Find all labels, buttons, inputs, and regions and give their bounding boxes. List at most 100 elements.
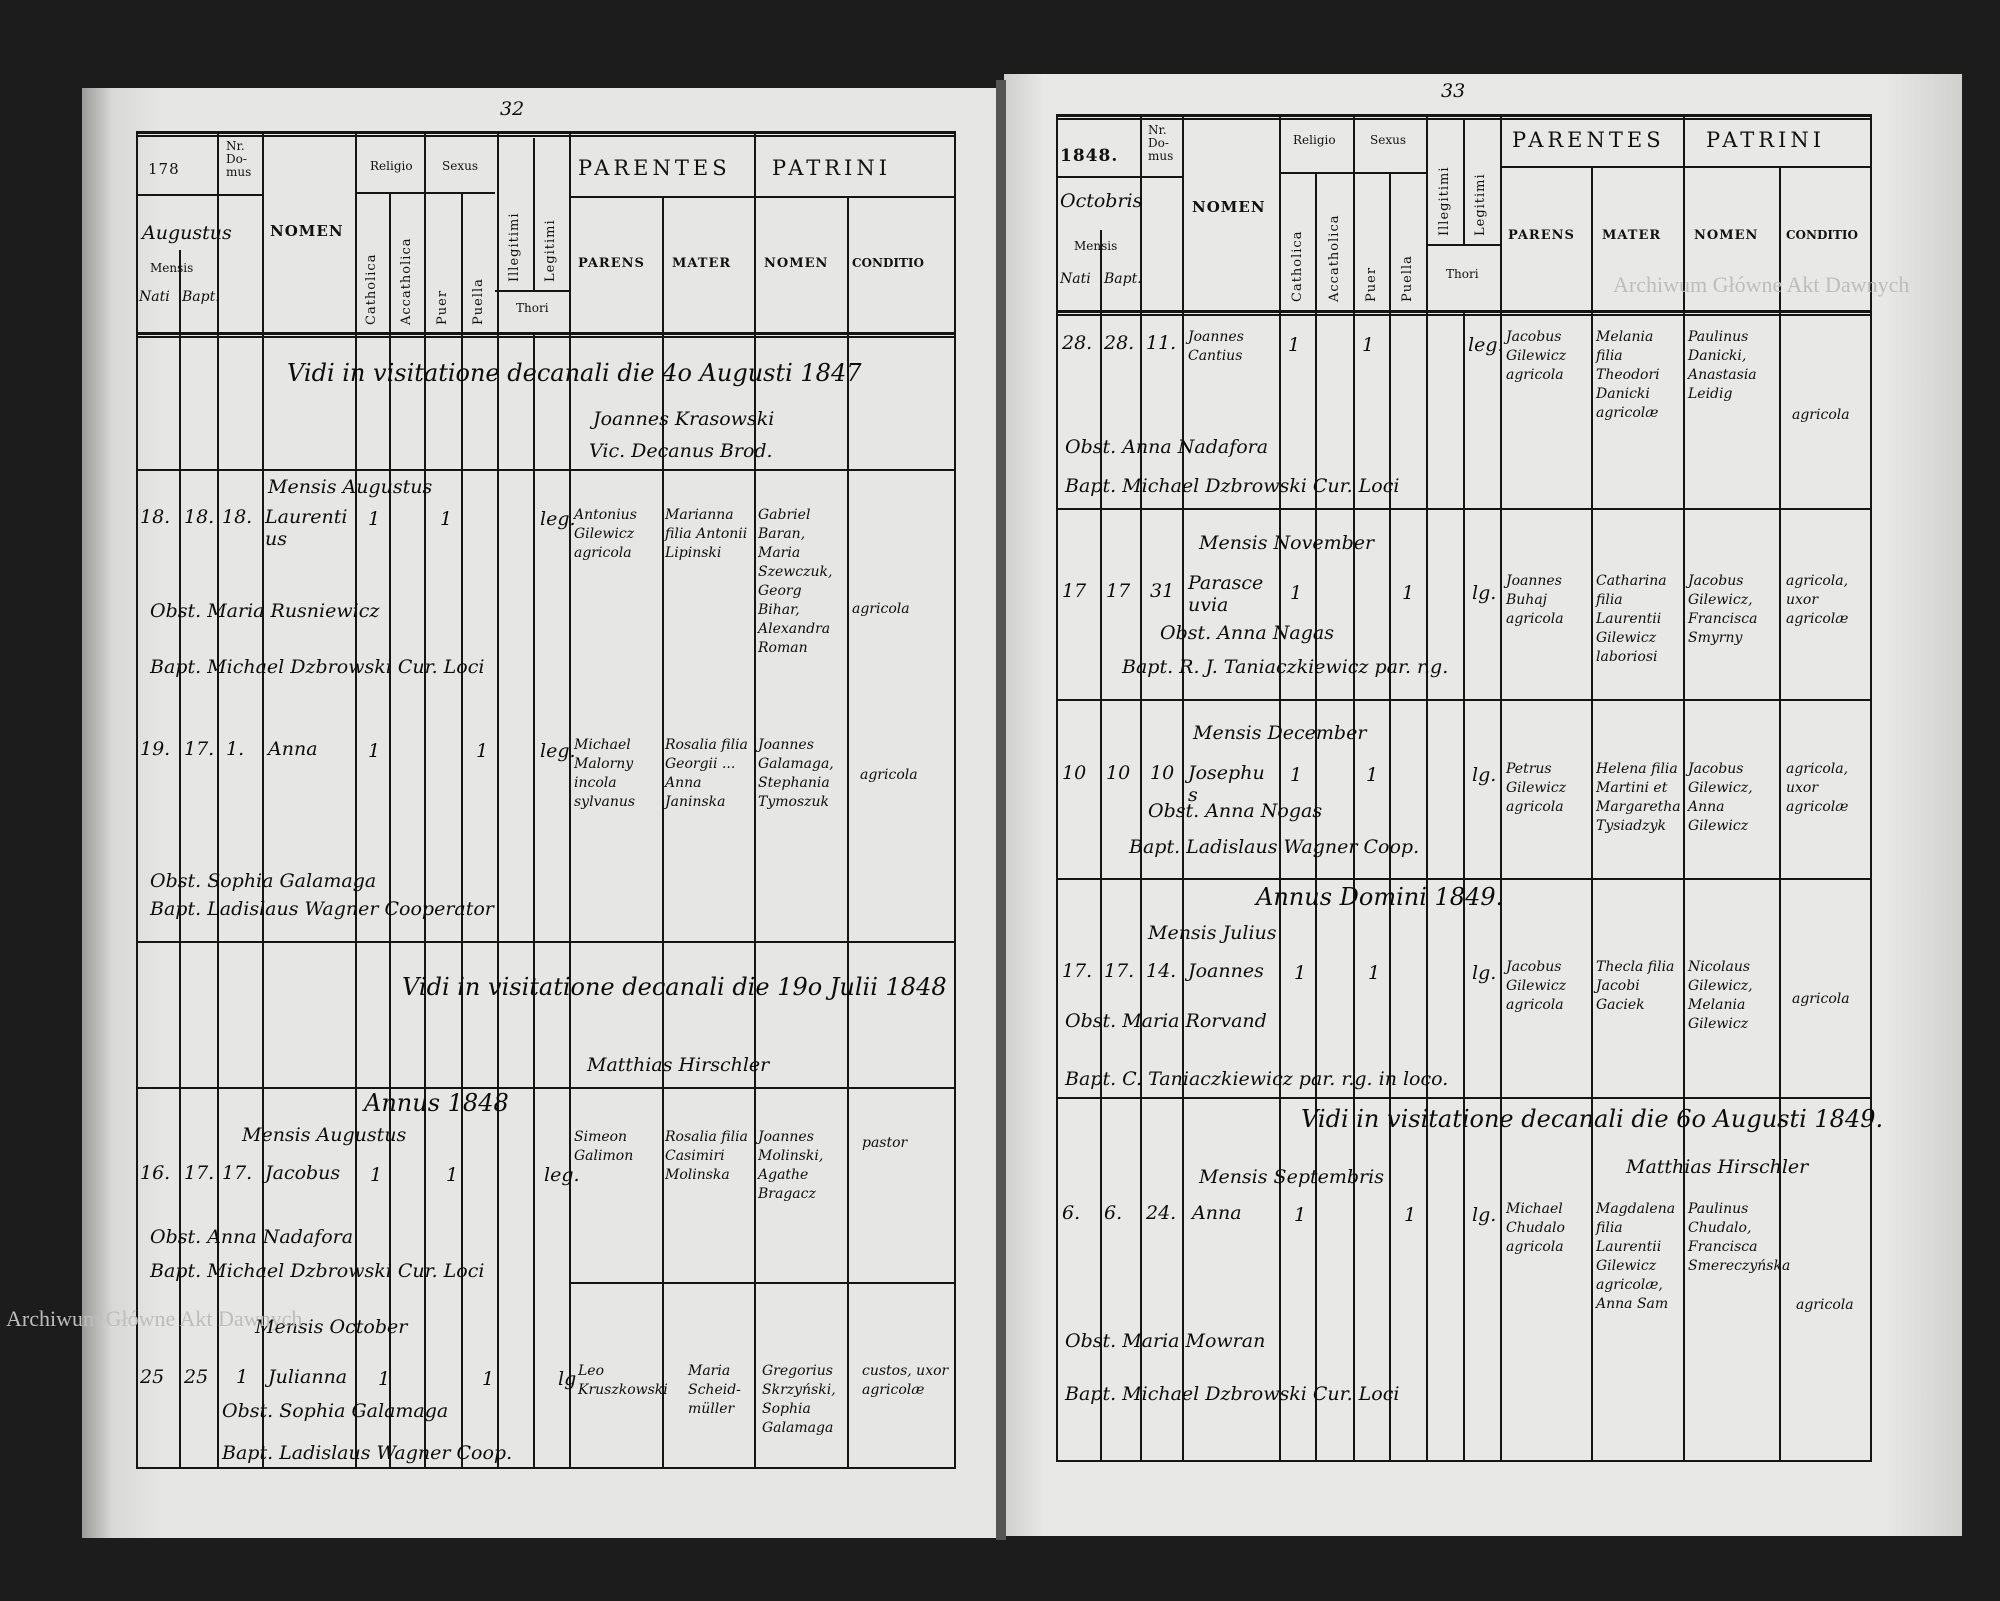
entry-catholica: 1 — [1290, 764, 1303, 786]
month-heading: Mensis Augustus — [242, 1124, 407, 1146]
visitation-signature-title: Vic. Decanus Brod. — [589, 440, 773, 462]
entry-bapt: 17. — [184, 738, 215, 760]
entry-patrini: Paulinus Chudalo, Francisca Smereczyńska — [1688, 1201, 1791, 1274]
entry-bapt: 17 — [1106, 580, 1131, 602]
entry-domus: 17. — [222, 1162, 253, 1184]
table-rule — [754, 131, 756, 1469]
entry-obstetrix: Obst. Sophia Galamaga — [150, 870, 377, 892]
table-rule — [1315, 172, 1317, 1462]
header-thori: Thori — [1446, 267, 1479, 281]
header-legitimi: Legitimi — [1473, 173, 1488, 236]
header-religio: Religio — [370, 159, 413, 173]
entry-patrini: Nicolaus Gilewicz, Melania Gilewicz — [1688, 959, 1753, 1032]
header-patrini-nomen: NOMEN — [1694, 228, 1759, 243]
table-rule — [1779, 168, 1781, 1462]
entry-conditio: agricola — [852, 601, 910, 617]
header-nomen: NOMEN — [1192, 198, 1266, 216]
header-parens: PARENS — [1508, 228, 1575, 243]
entry-nati: 25 — [140, 1366, 165, 1388]
entry-mater: Catharina filia Laurentii Gilewicz labor… — [1596, 573, 1667, 665]
entry-bapt: 6. — [1104, 1202, 1123, 1224]
entry-mater: Marianna filia Antonii Lipinski — [665, 507, 748, 561]
entry-catholica: 1 — [368, 508, 381, 530]
entry-baptizans: Bapt. Michael Dzbrowski Cur. Loci — [150, 1260, 485, 1282]
entry-patrini: Gregorius Skrzyński, Sophia Galamaga — [762, 1363, 836, 1436]
table-rule — [1140, 114, 1142, 1462]
entry-legitimi: leg. — [540, 740, 576, 762]
table-rule — [1056, 114, 1058, 1462]
entry-catholica: 1 — [370, 1164, 383, 1186]
entry-nati: 17. — [1062, 960, 1093, 982]
entry-domus: 1 — [236, 1366, 249, 1388]
entry-domus: 10 — [1150, 762, 1175, 784]
visitation-note: Vidi in visitatione decanali die 4o Augu… — [287, 359, 862, 387]
entry-baptizans: Bapt. Ladislaus Wagner Coop. — [222, 1442, 513, 1464]
table-rule — [1870, 114, 1872, 1462]
entry-legitimi: lg. — [1472, 962, 1497, 984]
entry-obstetrix: Obst. Sophia Galamaga — [222, 1400, 449, 1422]
table-rule — [1426, 244, 1500, 246]
entry-nati: 19. — [140, 738, 171, 760]
entry-puella: 1 — [476, 740, 489, 762]
entry-bapt: 28. — [1104, 332, 1135, 354]
table-rule — [136, 194, 264, 196]
table-rule — [1463, 312, 1465, 1462]
table-rule — [389, 194, 391, 1468]
entry-nomen: Laurentius — [265, 506, 348, 550]
table-rule — [461, 194, 463, 1468]
entry-obstetrix: Obst. Maria Mowran — [1065, 1330, 1266, 1352]
header-sexus: Sexus — [1370, 133, 1406, 147]
entry-obstetrix: Obst. Anna Nagas — [1160, 622, 1334, 644]
entry-baptizans: Bapt. Ladislaus Wagner Coop. — [1129, 836, 1420, 858]
entry-mater: Rosalia filia Georgii ... Anna Janinska — [665, 737, 748, 810]
year-heading: Annus Domini 1849. — [1256, 883, 1504, 911]
entry-legitimi: leg. — [540, 508, 576, 530]
entry-domus: 18. — [222, 506, 253, 528]
entry-conditio: agricola — [1792, 407, 1850, 423]
entry-catholica: 1 — [368, 740, 381, 762]
entry-conditio: pastor — [862, 1135, 908, 1151]
entry-nomen: Josephus — [1188, 762, 1265, 806]
entry-baptizans: Bapt. R. J. Taniaczkiewicz par. r.g. — [1122, 656, 1449, 678]
entry-catholica: 1 — [1294, 1204, 1307, 1226]
entry-legitimi: lg. — [1472, 764, 1497, 786]
entry-baptizans: Bapt. Michael Dzbrowski Cur. Loci — [1065, 475, 1400, 497]
table-rule — [262, 131, 264, 1469]
entry-patrini: Joannes Molinski, Agathe Bragacz — [758, 1129, 824, 1202]
visitation-signature: Matthias Hirschler — [1626, 1156, 1809, 1178]
header-year: 1848. — [1060, 146, 1119, 166]
header-parentes: PARENTES — [1512, 128, 1665, 152]
header-patrini-nomen: NOMEN — [764, 256, 829, 271]
left-page — [82, 88, 1004, 1538]
entry-nati: 28. — [1062, 332, 1093, 354]
entry-puer: 1 — [1366, 764, 1379, 786]
table-rule — [136, 131, 138, 1469]
month-heading: Mensis Julius — [1148, 922, 1277, 944]
entry-conditio: agricola, uxor agricolæ — [1786, 761, 1849, 815]
book-gutter — [996, 80, 1006, 1540]
entry-nati: 6. — [1062, 1202, 1081, 1224]
table-rule — [1100, 230, 1102, 1462]
header-patrini: PATRINI — [1706, 128, 1826, 152]
entry-patrini: Paulinus Danicki, Anastasia Leidig — [1688, 329, 1757, 402]
table-rule — [1500, 166, 1872, 168]
entry-mater: Magdalena filia Laurentii Gilewicz agric… — [1596, 1201, 1676, 1312]
entry-bapt: 25 — [184, 1366, 209, 1388]
header-parens: PARENS — [578, 256, 645, 271]
entry-bapt: 18. — [184, 506, 215, 528]
table-rule — [1279, 114, 1281, 1462]
header-puella: Puella — [471, 278, 486, 325]
month-heading: Mensis Septembris — [1199, 1166, 1384, 1188]
right-page — [1004, 74, 1962, 1536]
table-rule — [497, 131, 499, 1469]
table-rule — [1463, 118, 1465, 244]
header-sexus: Sexus — [442, 159, 478, 173]
entry-mater: Thecla filia Jacobi Gaciek — [1596, 959, 1675, 1013]
header-legitimi: Legitimi — [543, 219, 558, 282]
entry-bapt: 10 — [1106, 762, 1131, 784]
header-mensis: Mensis — [150, 261, 194, 275]
header-mater: MATER — [1602, 228, 1662, 243]
header-accatholica: Accatholica — [1327, 214, 1342, 302]
entry-parens: Simeon Galimon — [574, 1129, 634, 1164]
header-accatholica: Accatholica — [399, 237, 414, 325]
